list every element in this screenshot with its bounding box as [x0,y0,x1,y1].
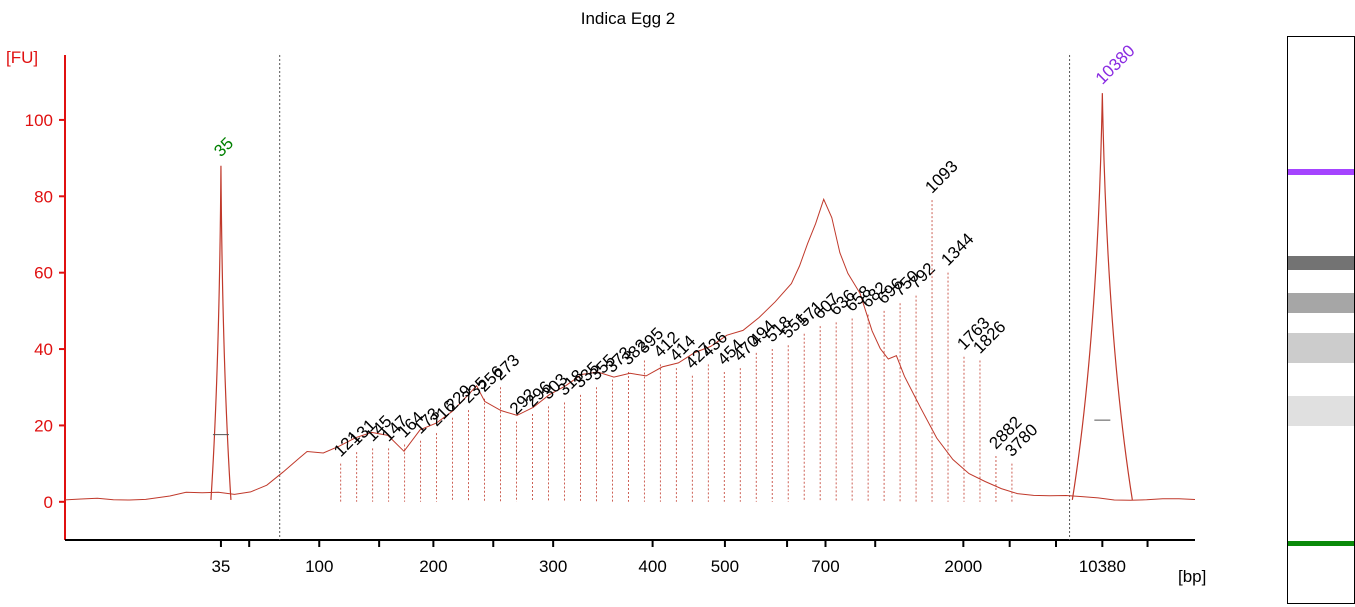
y-tick-label: 60 [34,264,53,283]
x-tick-label: 10380 [1079,557,1126,576]
gel-band [1288,293,1354,314]
y-tick-label: 20 [34,416,53,435]
x-tick-label: 100 [305,557,333,576]
x-tick-label: 700 [811,557,839,576]
peak-label: 1344 [937,229,977,269]
x-tick-label: 200 [419,557,447,576]
marker-peak [210,165,232,500]
peak-label: 1093 [921,157,961,197]
gel-band [1288,168,1354,175]
y-axis-label: [FU] [6,48,38,67]
marker-peak [1071,93,1133,500]
y-tick-label: 100 [25,111,53,130]
x-tick-label: 500 [711,557,739,576]
x-axis-label: [bp] [1178,567,1206,586]
plot-area: 0 20 40 60 80 100 35 100 200 300 400 500 700 2000 1038… [25,41,1196,576]
marker-peak-label: 35 [210,134,237,161]
x-tick-label: 400 [638,557,666,576]
y-tick-label: 0 [44,493,53,512]
x-tick-label: 2000 [944,557,982,576]
marker-peak-label: 10380 [1092,41,1139,88]
gel-band [1288,541,1354,547]
y-tick-label: 40 [34,340,53,359]
trace-line [64,197,1196,501]
chart-title: Indica Egg 2 [581,9,676,28]
x-tick-label: 35 [211,557,230,576]
gel-band [1288,256,1354,271]
gel-lane [1287,36,1355,604]
gel-band [1288,395,1354,426]
y-tick-label: 80 [34,187,53,206]
x-tick-label: 300 [539,557,567,576]
gel-band [1288,333,1354,364]
electropherogram-chart: Indica Egg 2 [FU] [bp] 0 20 40 60 80 100 35 100… [6,9,1206,586]
